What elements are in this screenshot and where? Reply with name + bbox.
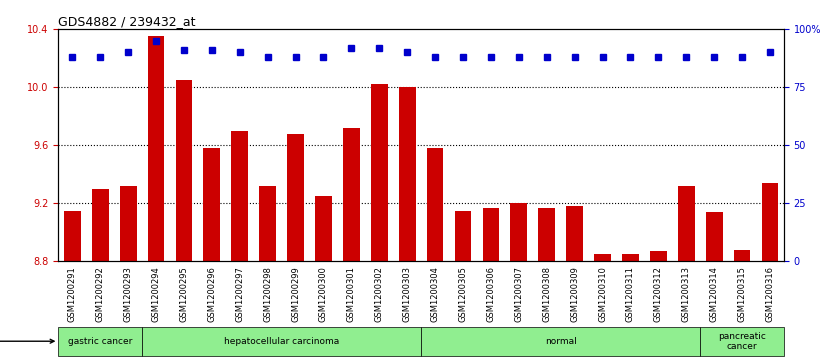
FancyBboxPatch shape [58,327,142,356]
Bar [120,186,137,363]
Bar [343,128,359,363]
Text: pancreatic
cancer: pancreatic cancer [718,331,766,351]
Bar [231,131,249,363]
Bar [483,208,500,363]
Bar [371,84,388,363]
Bar [399,87,415,363]
Bar [64,211,81,363]
FancyBboxPatch shape [701,327,784,356]
Bar [315,196,332,363]
Bar [761,183,778,363]
Bar [566,206,583,363]
Bar [539,208,555,363]
FancyBboxPatch shape [142,327,421,356]
Bar [594,254,611,363]
Text: GDS4882 / 239432_at: GDS4882 / 239432_at [58,15,196,28]
Text: hepatocellular carcinoma: hepatocellular carcinoma [224,337,339,346]
Bar [259,186,276,363]
Bar [706,212,722,363]
Text: gastric cancer: gastric cancer [68,337,133,346]
Bar [287,134,304,363]
Bar [622,254,639,363]
Bar [148,36,164,363]
Bar [650,251,666,363]
Bar [510,203,527,363]
Bar [678,186,695,363]
FancyBboxPatch shape [421,327,701,356]
Text: disease state: disease state [0,336,54,346]
Text: normal: normal [545,337,576,346]
Bar [455,211,471,363]
Bar [176,80,193,363]
Bar [734,250,751,363]
Bar [203,148,220,363]
Bar [427,148,444,363]
Bar [92,189,108,363]
